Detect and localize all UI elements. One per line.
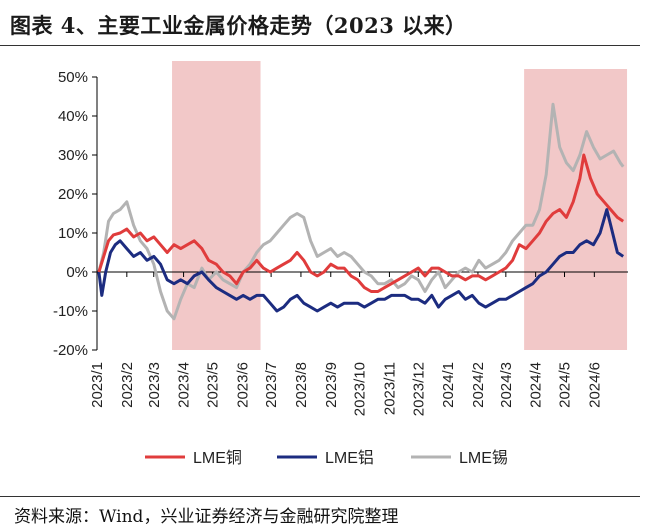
highlight-period [172,61,261,350]
line-chart: -20% -10% 0% 10% 20% 30% 40% 50% 2023/1 2023/2 20… [53,61,628,467]
y-tick-label: 40% [58,108,88,125]
x-tick-label: 2023/9 [323,362,340,408]
x-tick-label: 2024/4 [528,362,545,408]
y-tick-label: 20% [58,186,88,203]
series-line-tin [97,102,625,321]
y-tick-label: 10% [58,225,88,242]
series-lines [97,102,625,321]
x-tick-label: 2023/8 [293,362,310,408]
title-rule [0,45,640,46]
source-note: 资料来源：Wind，兴业证券经济与金融研究院整理 [14,507,399,527]
y-tick-label: -10% [53,303,88,320]
x-tick-label: 2024/1 [440,362,457,408]
source-rule [0,496,640,497]
x-tick-label: 2023/12 [410,362,427,416]
series-line-copper [97,153,625,293]
x-tick-label: 2024/5 [557,362,574,408]
series-line-aluminum [97,208,625,313]
y-tick-label: -20% [53,342,88,359]
highlight-periods [172,61,628,350]
y-tick-label: 0% [66,264,88,281]
y-tick-label: 50% [58,69,88,86]
x-tick-label: 2024/2 [470,362,487,408]
x-tick-label: 2023/3 [146,362,163,408]
x-tick-label: 2023/2 [119,362,136,408]
y-axis: -20% -10% 0% 10% 20% 30% 40% 50% [53,69,98,359]
x-tick-label: 2023/10 [352,362,369,416]
x-tick-label: 2024/6 [586,362,603,408]
x-tick-label: 2023/11 [381,362,398,415]
x-tick-label: 2023/1 [89,362,106,408]
legend-label-tin: LME锡 [459,449,508,467]
legend: LME铜 LME铝 LME锡 [145,449,508,467]
x-tick-label: 2023/6 [234,362,251,408]
y-tick-label: 30% [58,147,88,164]
figure-title: 图表 4、主要工业金属价格走势（2023 以来） [10,13,467,38]
legend-label-aluminum: LME铝 [325,449,374,467]
x-tick-label: 2023/4 [176,362,193,408]
x-tick-label: 2024/3 [498,362,515,408]
legend-label-copper: LME铜 [193,449,242,467]
x-tick-label: 2023/5 [204,362,221,408]
x-tick-label: 2023/7 [263,362,280,408]
